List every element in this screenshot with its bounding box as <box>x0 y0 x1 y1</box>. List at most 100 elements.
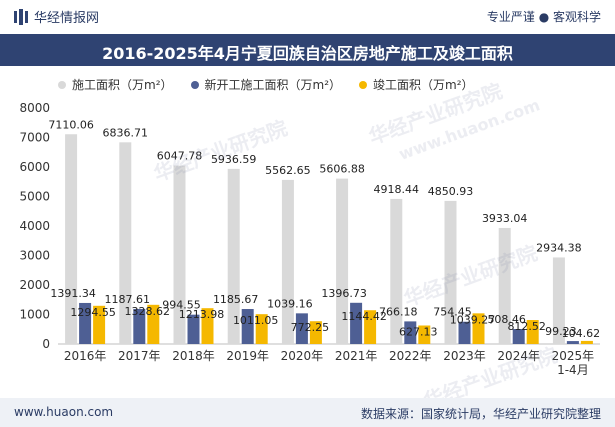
bar-new-construction <box>295 313 308 344</box>
bar-completed <box>309 321 322 344</box>
brand: 华经情报网 <box>14 7 99 26</box>
data-label-construction: 5562.65 <box>265 164 311 177</box>
legend-swatch-new-construction <box>190 80 199 89</box>
data-label-construction: 7110.06 <box>48 118 94 131</box>
data-label-construction: 6836.71 <box>103 126 149 139</box>
bar-construction <box>65 134 78 344</box>
y-tick-label: 2000 <box>19 278 50 292</box>
x-tick-label: 2021年 <box>335 349 378 363</box>
data-label-completed: 104.62 <box>562 327 601 340</box>
x-tick-label: 2022年 <box>389 349 432 363</box>
bar-new-construction <box>79 302 92 344</box>
data-label-completed: 627.13 <box>399 325 438 338</box>
data-label-construction: 3933.04 <box>482 212 528 225</box>
data-label-new-construction: 994.55 <box>162 299 201 312</box>
bar-completed <box>364 310 377 344</box>
data-label-completed: 1294.55 <box>70 306 116 319</box>
bar-completed <box>147 304 160 344</box>
top-bar: 华经情报网 专业严谨 ● 客观科学 <box>0 0 615 34</box>
bar-completed <box>255 314 268 344</box>
y-tick-label: 1000 <box>19 308 50 322</box>
bar-construction <box>281 179 294 344</box>
x-tick-label: 2018年 <box>172 349 215 363</box>
x-tick-label: 2016年 <box>64 349 107 363</box>
y-tick-label: 6000 <box>19 160 50 174</box>
y-tick-label: 7000 <box>19 131 50 145</box>
bar-completed <box>580 340 593 344</box>
bar-construction <box>552 257 565 344</box>
footer-website: www.huaon.com <box>14 405 114 419</box>
data-label-completed: 1011.05 <box>233 314 279 327</box>
legend-item-new-construction: 新开工施工面积（万m²） <box>190 76 342 93</box>
bar-new-construction <box>241 309 254 344</box>
bar-new-construction <box>512 329 525 344</box>
y-tick-label: 3000 <box>19 249 50 263</box>
data-label-completed: 1144.42 <box>341 310 387 323</box>
bar-completed <box>93 305 106 344</box>
data-label-new-construction: 1391.34 <box>50 287 96 300</box>
data-label-new-construction: 508.46 <box>487 313 526 326</box>
footer: www.huaon.com 数据来源：国家统计局，华经产业研究院整理 <box>0 398 615 427</box>
y-tick-label: 0 <box>42 337 50 351</box>
bar-construction <box>336 178 349 344</box>
bar-new-construction <box>350 302 363 344</box>
y-tick-label: 5000 <box>19 190 50 204</box>
data-label-completed: 1213.98 <box>179 308 225 321</box>
chart-title: 2016-2025年4月宁夏回族自治区房地产施工及竣工面积 <box>102 44 513 63</box>
data-label-construction: 4850.93 <box>428 185 474 198</box>
y-tick-label: 4000 <box>19 219 50 233</box>
bar-new-construction <box>404 321 417 344</box>
data-label-new-construction: 1185.67 <box>213 293 259 306</box>
data-label-new-construction: 1187.61 <box>105 293 151 306</box>
footer-source: 数据来源：国家统计局，华经产业研究院整理 <box>360 407 601 421</box>
bar-completed <box>526 320 539 344</box>
title-bar: 2016-2025年4月宁夏回族自治区房地产施工及竣工面积 <box>0 34 615 66</box>
legend-item-construction: 施工面积（万m²） <box>58 76 173 93</box>
data-label-completed: 772.25 <box>291 321 330 334</box>
bar-construction <box>227 168 240 344</box>
bar-construction <box>444 200 457 344</box>
x-tick-label: 1-4月 <box>557 363 589 377</box>
data-label-construction: 5606.88 <box>319 163 365 176</box>
bar-new-construction <box>133 308 146 344</box>
x-tick-label: 2023年 <box>443 349 486 363</box>
legend-label-completed: 竣工面积（万m²） <box>373 78 474 92</box>
data-label-construction: 6047.78 <box>157 150 203 163</box>
data-label-construction: 4918.44 <box>374 183 420 196</box>
bar-construction <box>390 198 403 344</box>
legend-item-completed: 竣工面积（万m²） <box>359 76 474 93</box>
data-label-new-construction: 99.23 <box>545 325 577 338</box>
chart-legend: 施工面积（万m²） 新开工施工面积（万m²） 竣工面积（万m²） <box>58 76 474 93</box>
bar-completed <box>472 313 485 344</box>
bar-chart: 0 1000 2000 3000 4000 5000 6000 7000 8000 7110.06… <box>19 101 601 377</box>
data-label-completed: 1328.62 <box>125 305 171 318</box>
bar-new-construction <box>458 321 471 344</box>
brand-logo-icon <box>14 8 28 25</box>
legend-label-new-construction: 新开工施工面积（万m²） <box>204 78 342 92</box>
bar-construction <box>119 142 132 344</box>
bar-new-construction <box>566 341 579 344</box>
data-label-construction: 2934.38 <box>536 241 582 254</box>
bar-completed <box>201 308 214 344</box>
bar-completed <box>418 325 431 344</box>
data-label-completed: 812.52 <box>507 320 546 333</box>
x-tick-label: 2020年 <box>281 349 324 363</box>
legend-swatch-completed <box>359 80 368 89</box>
data-label-construction: 5936.59 <box>211 153 257 166</box>
data-label-new-construction: 1039.16 <box>267 297 313 310</box>
brand-name: 华经情报网 <box>34 11 100 26</box>
data-label-completed: 1039.27 <box>450 313 496 326</box>
tagline: 专业严谨 ● 客观科学 <box>486 10 601 24</box>
bar-construction <box>498 227 511 344</box>
bar-construction <box>173 165 186 344</box>
data-label-new-construction: 754.45 <box>433 306 472 319</box>
x-tick-label: 2024年 <box>497 349 540 363</box>
legend-label-construction: 施工面积（万m²） <box>72 78 173 92</box>
bar-new-construction <box>187 314 200 344</box>
x-tick-label: 2017年 <box>118 349 161 363</box>
legend-swatch-construction <box>58 80 66 89</box>
x-tick-label: 2019年 <box>226 349 269 363</box>
data-label-new-construction: 766.18 <box>379 305 418 318</box>
y-tick-label: 8000 <box>19 101 50 115</box>
x-tick-label: 2025年 <box>552 349 595 363</box>
